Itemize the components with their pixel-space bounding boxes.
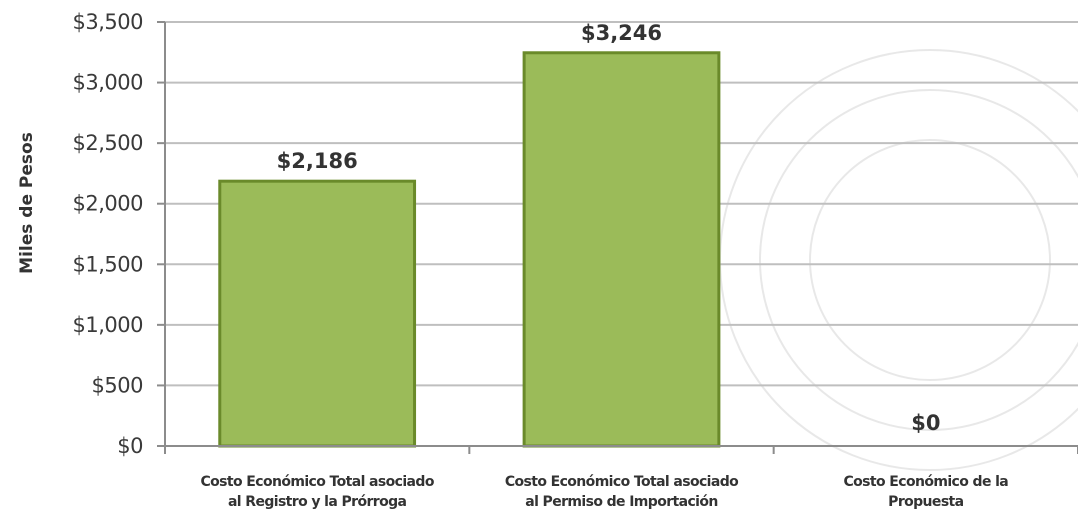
watermark-ring-1 xyxy=(759,89,1078,431)
x-category-labels: Costo Económico Total asociado al Registr… xyxy=(200,474,1008,510)
data-label-0: $2,186 xyxy=(277,149,358,173)
data-label-2: $0 xyxy=(911,411,940,435)
data-labels: $2,186 $3,246 $0 xyxy=(277,21,941,435)
y-tick-label-2: $1,000 xyxy=(73,313,143,337)
y-tick-label-6: $3,000 xyxy=(73,71,143,95)
y-axis-title: Miles de Pesos xyxy=(17,132,37,274)
bar-0 xyxy=(218,179,417,448)
y-tick-label-0: $0 xyxy=(117,434,143,458)
axes xyxy=(157,21,1078,454)
bars xyxy=(218,51,721,448)
x-category-label-1-line-0: Costo Económico Total asociado xyxy=(505,474,739,490)
y-tick-label-7: $3,500 xyxy=(73,10,143,34)
y-tick-label-3: $1,500 xyxy=(73,252,143,276)
y-tick-labels: $0 $500 $1,000 $1,500 $2,000 $2,500 $3,000 $3,5… xyxy=(73,10,144,458)
y-tick-label-4: $2,000 xyxy=(73,192,143,216)
x-category-label-0-line-1: al Registro y la Prórroga xyxy=(228,494,407,510)
watermark-ring-2 xyxy=(809,139,1051,381)
watermark-ring-0 xyxy=(719,49,1078,471)
x-category-label-1-line-1: al Permiso de Importación xyxy=(525,494,718,510)
data-label-1: $3,246 xyxy=(581,21,662,45)
y-tick-label-5: $2,500 xyxy=(73,131,143,155)
bar-1 xyxy=(522,51,721,448)
y-tick-label-1: $500 xyxy=(92,373,143,397)
x-category-label-0-line-0: Costo Económico Total asociado xyxy=(200,474,434,490)
x-category-label-2-line-0: Costo Económico de la xyxy=(843,474,1008,490)
background-seal-watermark xyxy=(719,49,1078,471)
x-category-label-2-line-1: Propuesta xyxy=(888,494,963,510)
